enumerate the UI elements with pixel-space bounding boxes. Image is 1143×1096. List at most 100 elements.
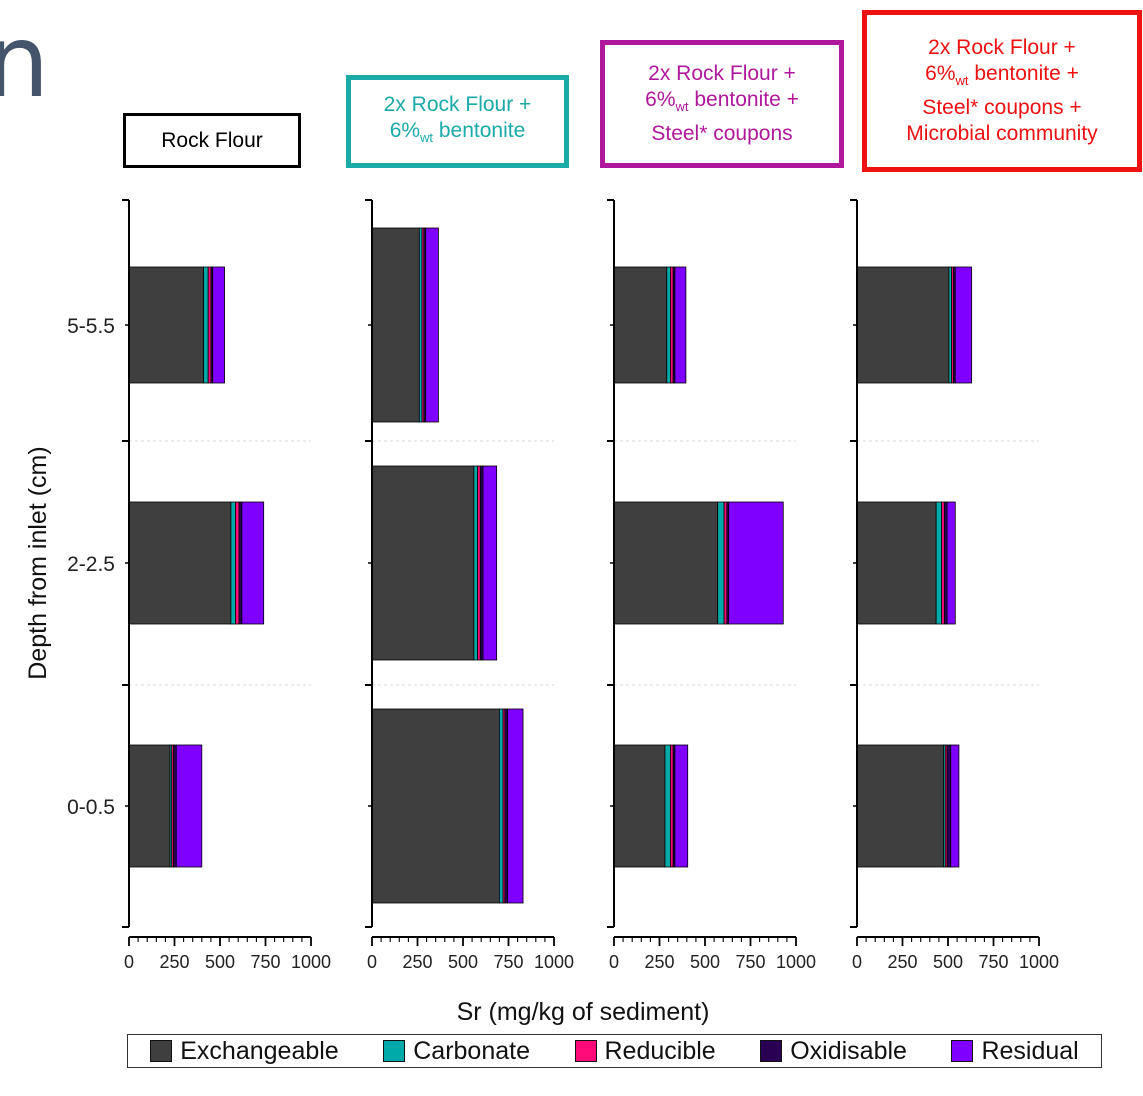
legend-label: Oxidisable: [790, 1036, 907, 1065]
bar-1-5-5-5-exchangeable: [128, 266, 205, 384]
bar-4-0-0-5-oxidisable: [946, 744, 952, 868]
bar-3-0-0-5-carbonate: [664, 744, 671, 868]
x-tick-label-250: 250: [159, 952, 189, 972]
legend: Exchangeable Carbonate Reducible Oxidisable…: [127, 1034, 1102, 1068]
condition-title-line: Steel* coupons +: [922, 95, 1082, 119]
bar-2-5-5-5-carbonate: [418, 227, 423, 423]
bar-4-2-2-5-carbonate: [935, 501, 943, 625]
condition-title-line: 6%wt bentonite: [389, 118, 526, 146]
x-tick-label-0: 0: [609, 952, 619, 972]
x-tick-label-0: 0: [124, 952, 134, 972]
x-tick-label-1000: 1000: [534, 952, 574, 972]
y-tick-label-2-2-5: 2-2.5: [67, 553, 115, 576]
bar-4-2-2-5-oxidisable: [943, 501, 948, 625]
panel-4: 0 250 500 750 1000: [850, 199, 1059, 972]
bar-3-2-2-5-residual: [728, 501, 784, 625]
bar-2-0-0-5-oxidisable: [504, 708, 508, 904]
bar-2-2-2-5-reducible: [477, 465, 481, 661]
bar-3-2-2-5-exchangeable: [613, 501, 719, 625]
x-tick-label-1000: 1000: [1019, 952, 1059, 972]
bar-1-0-0-5-exchangeable: [128, 744, 171, 868]
x-tick-label-250: 250: [887, 952, 917, 972]
bar-2-2-2-5-residual: [482, 465, 498, 661]
legend-label: Residual: [981, 1036, 1079, 1065]
y-tick-label-5-5-5: 5-5.5: [67, 315, 115, 338]
bar-2-2-2-5-carbonate: [473, 465, 478, 661]
bar-3-5-5-5-carbonate: [666, 266, 671, 384]
bar-1-5-5-5-carbonate: [203, 266, 209, 384]
condition-title-line: Microbial community: [906, 121, 1098, 145]
bar-3-5-5-5-residual: [674, 266, 687, 384]
x-tick-label-250: 250: [644, 952, 674, 972]
bar-4-0-0-5-exchangeable: [856, 744, 944, 868]
condition-title-line: 6%wt bentonite +: [925, 62, 1079, 89]
condition-title-line: Steel* coupons: [651, 121, 793, 145]
x-tick-label-1000: 1000: [291, 952, 331, 972]
cropped-title-fragment: n: [0, 3, 50, 120]
x-tick-label-750: 750: [978, 952, 1008, 972]
bar-1-5-5-5-reducible: [207, 266, 212, 384]
condition-title-3: 2x Rock Flour +6%wt bentonite + Steel* co…: [600, 40, 844, 168]
bar-1-2-2-5-residual: [241, 501, 265, 625]
legend-swatch: [574, 1040, 597, 1062]
bar-4-2-2-5-exchangeable: [856, 501, 937, 625]
legend-swatch: [951, 1040, 974, 1062]
bar-1-0-0-5-oxidisable: [173, 744, 177, 868]
x-tick-label-1000: 1000: [776, 952, 816, 972]
bar-1-0-0-5-residual: [175, 744, 203, 868]
condition-title-2: 2x Rock Flour +6%wt bentonite: [346, 75, 569, 168]
bar-1-2-2-5-carbonate: [230, 501, 236, 625]
bar-3-0-0-5-exchangeable: [613, 744, 666, 868]
legend-label: Carbonate: [413, 1036, 530, 1065]
y-axis-label: Depth from inlet (cm): [24, 446, 52, 679]
bar-4-0-0-5-residual: [950, 744, 960, 868]
bar-1-5-5-5-residual: [212, 266, 225, 384]
legend-item-residual: Residual: [951, 1036, 1079, 1066]
y-tick-label-0-0-5: 0-0.5: [67, 796, 115, 819]
legend-label: Reducible: [604, 1036, 716, 1065]
condition-title-4: 2x Rock Flour +6%wt bentonite + Steel* co…: [862, 10, 1142, 172]
x-axis-label: Sr (mg/kg of sediment): [457, 998, 710, 1026]
bar-2-0-0-5-residual: [507, 708, 524, 904]
legend-item-reducible: Reducible: [574, 1036, 716, 1066]
x-tick-label-750: 750: [250, 952, 280, 972]
bar-3-0-0-5-reducible: [670, 744, 674, 868]
bar-1-2-2-5-oxidisable: [238, 501, 243, 625]
bar-4-5-5-5-exchangeable: [856, 266, 950, 384]
x-tick-label-500: 500: [448, 952, 478, 972]
bar-2-0-0-5-carbonate: [498, 708, 504, 904]
legend-item-exchangeable: Exchangeable: [150, 1036, 339, 1066]
condition-title-line: Rock Flour: [161, 128, 263, 152]
x-tick-label-250: 250: [402, 952, 432, 972]
x-tick-label-500: 500: [933, 952, 963, 972]
x-tick-label-0: 0: [852, 952, 862, 972]
bar-3-2-2-5-carbonate: [717, 501, 725, 625]
x-tick-label-750: 750: [735, 952, 765, 972]
bar-3-5-5-5-exchangeable: [613, 266, 668, 384]
legend-label: Exchangeable: [180, 1036, 339, 1065]
bar-3-5-5-5-reducible: [670, 266, 674, 384]
condition-title-line: 6%wt bentonite +: [645, 88, 799, 115]
panel-1: 0 250 500 750 1000: [122, 199, 331, 972]
panel-2: 0 250 500 750 1000: [365, 199, 574, 972]
bar-2-2-2-5-exchangeable: [371, 465, 475, 661]
bar-4-2-2-5-reducible: [941, 501, 945, 625]
panel-3: 0 250 500 750 1000: [607, 199, 816, 972]
condition-title-line: 2x Rock Flour +: [383, 92, 532, 116]
legend-swatch: [150, 1040, 173, 1062]
x-tick-label-750: 750: [493, 952, 523, 972]
legend-swatch: [760, 1040, 783, 1062]
bar-1-2-2-5-exchangeable: [128, 501, 232, 625]
x-tick-label-500: 500: [690, 952, 720, 972]
bar-4-5-5-5-carbonate: [948, 266, 953, 384]
bar-2-5-5-5-residual: [425, 227, 439, 423]
bar-4-2-2-5-residual: [946, 501, 956, 625]
condition-title-line: 2x Rock Flour +: [648, 62, 796, 86]
bar-1-2-2-5-reducible: [235, 501, 240, 625]
bar-4-5-5-5-residual: [954, 266, 973, 384]
legend-item-oxidisable: Oxidisable: [760, 1037, 907, 1066]
bar-3-0-0-5-residual: [674, 744, 689, 868]
bar-2-0-0-5-exchangeable: [371, 708, 500, 904]
condition-title-line: 2x Rock Flour +: [928, 36, 1076, 60]
